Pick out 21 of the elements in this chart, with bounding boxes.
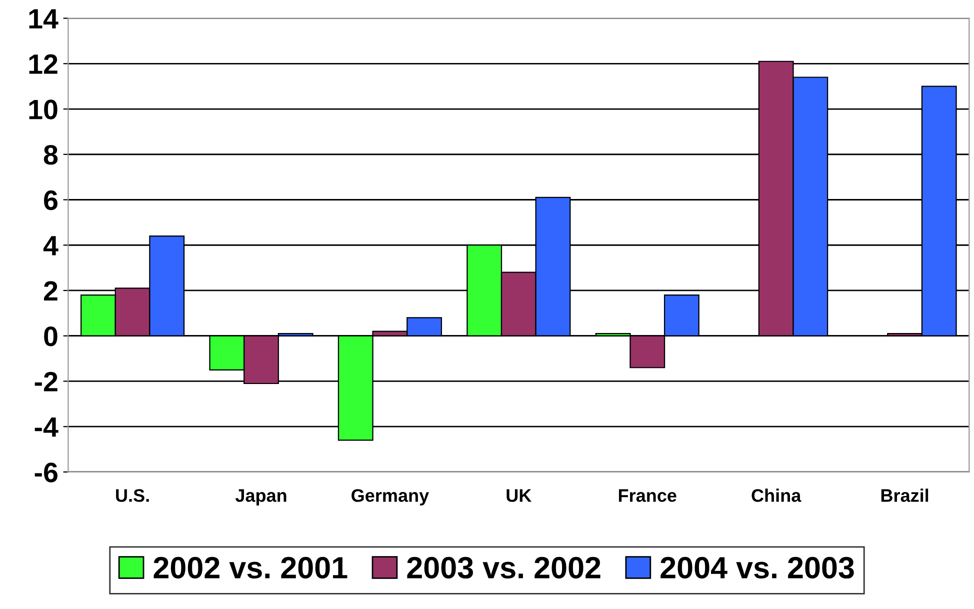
x-tick-label: China [752,488,802,502]
y-tick-label: 12 [29,54,58,74]
y-tick-label: 6 [44,190,58,210]
y-tick-label: 14 [29,9,58,28]
legend-label: 2003 vs. 2002 [407,556,600,579]
y-tick-label: 8 [44,145,58,165]
y-tick-label: -4 [34,418,58,437]
y-tick-label: 2 [44,281,58,301]
x-tick-label: Japan [235,489,286,506]
y-tick-label: 4 [43,236,58,256]
x-tick-label: Brazil [881,488,928,502]
x-tick-label: U.S. [116,489,149,502]
x-tick-label: France [618,489,676,502]
legend-label: 2004 vs. 2003 [660,556,854,579]
legend-label: 2002 vs. 2001 [154,556,348,579]
y-tick-label: 10 [29,100,58,120]
x-tick-label: Germany [352,489,429,506]
y-tick-label: 0 [44,326,58,346]
x-tick-label: UK [506,489,532,502]
y-tick-label: -2 [34,372,58,392]
y-tick-label: -6 [34,462,58,482]
